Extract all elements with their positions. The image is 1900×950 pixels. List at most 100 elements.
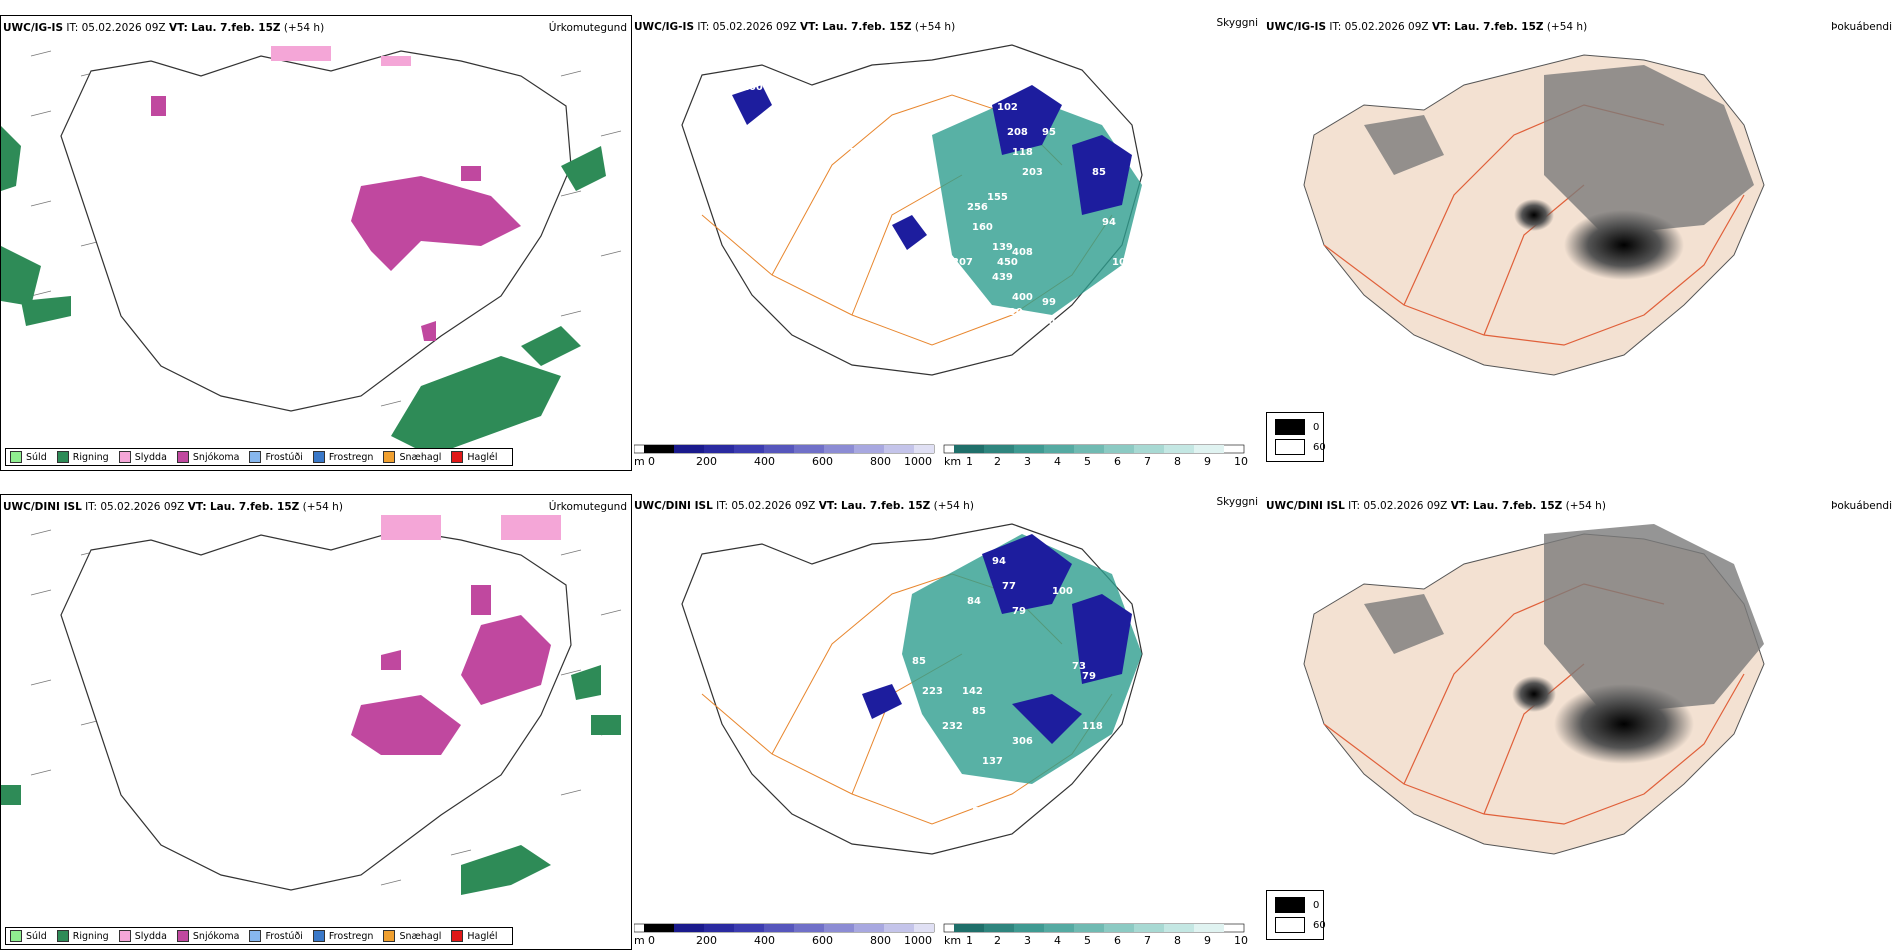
legend-swatch (451, 451, 464, 463)
visibility-value-label: 137 (982, 756, 1003, 767)
vis-tick: 1 (966, 934, 973, 947)
legend-swatch (176, 930, 189, 942)
vis-tick: 1 (966, 455, 973, 468)
legend-label: Slydda (134, 451, 167, 463)
legend-item: Frostúði (249, 451, 303, 463)
legend-label: Frostregn (328, 451, 374, 463)
lead-time: (+54 h) (914, 21, 956, 33)
valid-time-label: VT: (818, 500, 838, 512)
valid-time-label: VT: (799, 21, 819, 33)
legend-label: Súld (26, 451, 47, 463)
legend-item: Rigning (56, 930, 109, 942)
precip-type-panel-bottom: UWC/DINI ISL IT: 05.02.2026 09Z VT: Lau.… (0, 494, 632, 950)
init-time: IT: 05.02.2026 09Z (85, 501, 185, 513)
lead-time: (+54 h) (283, 22, 325, 34)
legend-item: Súld (10, 451, 47, 463)
valid-time: Lau. 7.feb. 15Z (840, 500, 931, 512)
legend-label: Haglél (467, 451, 498, 463)
vis-tick: 9 (1204, 934, 1211, 947)
legend-item: Frostúði (249, 930, 303, 942)
legend-label: Frostúði (265, 451, 303, 463)
visibility-value-label: 79 (1082, 671, 1096, 682)
legend-item: Haglél (451, 930, 498, 942)
dense-fog-area (1554, 684, 1694, 764)
legend-item: Frostregn (312, 930, 373, 942)
legend-label: Frostúði (265, 930, 303, 942)
init-time: IT: 05.02.2026 09Z (1348, 500, 1448, 512)
vis-tick: 4 (1054, 934, 1061, 947)
legend-swatch (312, 451, 325, 463)
visibility-value-label: 208 (1007, 127, 1028, 138)
fog-swatch (1275, 439, 1305, 455)
vis-tick: 7 (1144, 455, 1151, 468)
visibility-value-label: 102 (997, 102, 1018, 113)
panel-title: Skyggni (1216, 17, 1259, 29)
valid-time-label: VT: (1450, 500, 1470, 512)
valid-time: Lau. 7.feb. 15Z (1472, 500, 1563, 512)
height-tick: 0 (648, 934, 655, 947)
precip-type-map (1, 46, 622, 456)
visibility-value-label: 439 (992, 272, 1013, 283)
init-time: IT: 05.02.2026 09Z (1329, 21, 1429, 33)
vis-tick: 5 (1084, 455, 1091, 468)
model-label: UWC/DINI ISL (1266, 500, 1345, 512)
valid-time-label: VT: (187, 501, 207, 513)
visibility-value-label: 73 (1072, 661, 1086, 672)
legend-item: Súld (10, 930, 47, 942)
visibility-value-label: 71 (887, 661, 901, 672)
legend-swatch (118, 930, 131, 942)
height-tick: 800 (870, 934, 891, 947)
visibility-value-label: 53 (972, 806, 986, 817)
visibility-value-label: 77 (847, 147, 861, 158)
legend-label: Snjókoma (192, 451, 240, 463)
legend-label: Snjókoma (192, 930, 240, 942)
fog-index-field (1364, 524, 1764, 714)
dense-fog-area (1514, 199, 1554, 231)
visibility-values: 100 49 75 77 94 133 206 102 208 118 95 203 256 160 155… (742, 82, 1126, 328)
vis-tick: 8 (1174, 455, 1181, 468)
fog-index-map (1303, 54, 1765, 376)
legend-swatch (118, 451, 131, 463)
panel-header: UWC/IG-IS IT: 05.02.2026 09Z VT: Lau. 7.… (1266, 21, 1587, 33)
legend-label: Súld (26, 930, 47, 942)
init-time: IT: 05.02.2026 09Z (66, 22, 166, 34)
visibility-value-label: 450 (997, 257, 1018, 268)
visibility-panel-top: 100 49 75 77 94 133 206 102 208 118 95 203 256 160 155… (632, 15, 1264, 471)
visibility-value-label: 94 (992, 556, 1006, 567)
visibility-value-label: 77 (1002, 581, 1016, 592)
precip-type-panel-top: UWC/IG-IS IT: 05.02.2026 09Z VT: Lau. 7.… (0, 15, 632, 471)
panel-title: Þokuábendi (1831, 500, 1892, 512)
panel-header: UWC/DINI ISL IT: 05.02.2026 09Z VT: Lau.… (634, 500, 974, 512)
visibility-panel-bottom: 65 27 94 77 79 100 84 64 71 85 223 142 85 232 78 68 306 2… (632, 494, 1264, 950)
legend-item: Slydda (118, 451, 167, 463)
visibility-scales: m 0 200 400 600 800 1000 km 1 2 3 4 5 6 … (634, 444, 1248, 468)
precip-type-map (1, 515, 622, 895)
height-tick: 600 (812, 934, 833, 947)
visibility-value-label: 207 (952, 257, 973, 268)
legend-swatch (383, 451, 396, 463)
visibility-value-label: 160 (972, 222, 993, 233)
visibility-value-label: 64 (882, 636, 896, 647)
visibility-value-label: 100 (742, 82, 763, 93)
legend-label: Rigning (72, 451, 109, 463)
visibility-value-label: 142 (962, 686, 983, 697)
visibility-value-label: 232 (942, 721, 963, 732)
model-label: UWC/IG-IS (1266, 21, 1327, 33)
vis-unit: km (944, 455, 961, 468)
legend-label: Snæhagl (399, 451, 442, 463)
height-unit: m (634, 455, 645, 468)
legend-item: Snjókoma (176, 451, 240, 463)
vis-tick: 4 (1054, 455, 1061, 468)
legend-swatch (249, 451, 262, 463)
fog-panel-bottom: UWC/DINI ISL IT: 05.02.2026 09Z VT: Lau.… (1264, 494, 1896, 950)
lead-time: (+54 h) (1565, 500, 1606, 512)
vis-unit: km (944, 934, 961, 947)
vis-tick: 6 (1114, 455, 1121, 468)
vis-tick: 10 (1234, 455, 1248, 468)
height-tick: 600 (812, 455, 833, 468)
height-tick: 400 (754, 934, 775, 947)
visibility-value-label: 133 (842, 207, 863, 218)
visibility-value-label: 95 (1042, 127, 1056, 138)
vis-tick: 3 (1024, 455, 1031, 468)
fog-legend: 0 60 (1266, 412, 1326, 462)
